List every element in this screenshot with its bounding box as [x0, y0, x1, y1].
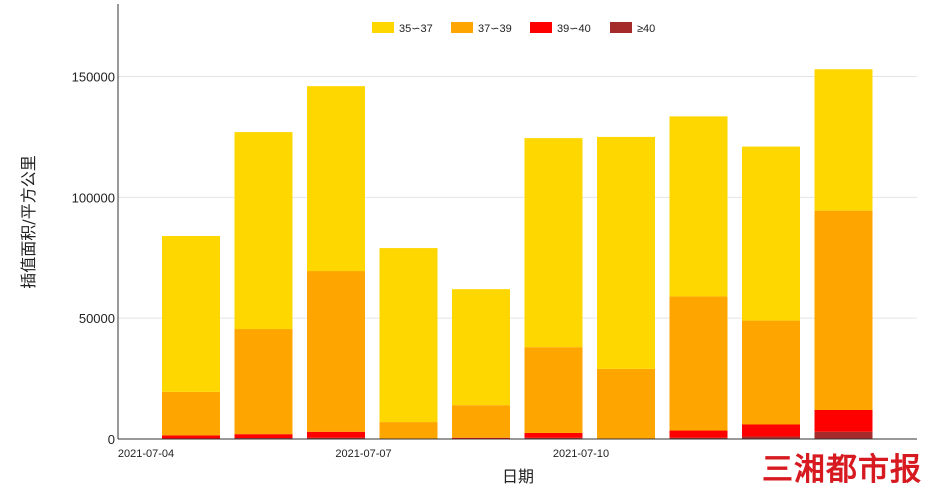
bar-2021-07-07-2 — [379, 422, 438, 439]
legend-label-3: ≥40 — [637, 23, 655, 35]
bar-2021-07-04-2 — [162, 391, 220, 436]
y-tick-label-150000: 150000 — [72, 70, 115, 85]
bar-2021-07-09-3 — [524, 138, 583, 348]
bar-2021-07-11-3 — [669, 116, 728, 297]
watermark-logo: 三湘都市报 — [762, 452, 922, 488]
y-axis-title: 插值面积/平方公里 — [19, 155, 38, 288]
bar-2021-07-11-1 — [669, 430, 728, 438]
bars — [162, 69, 873, 439]
bar-2021-07-06-0 — [307, 437, 365, 439]
x-tick-labels: 2021-07-04 2021-07-07 2021-07-10 — [118, 448, 609, 460]
bar-2021-07-08-1 — [452, 437, 510, 439]
x-tick-label-2021-07-07: 2021-07-07 — [335, 448, 391, 460]
bar-2021-07-13-1 — [814, 410, 873, 432]
legend-swatch-2 — [530, 22, 552, 33]
x-tick-label-2021-07-04: 2021-07-04 — [118, 448, 174, 460]
bar-2021-07-11-0 — [669, 437, 728, 439]
bar-2021-07-06-3 — [307, 86, 365, 272]
bar-2021-07-10-2 — [597, 368, 655, 439]
bar-2021-07-12-1 — [742, 424, 800, 437]
bar-2021-07-06-2 — [307, 271, 365, 432]
bar-2021-07-04-3 — [162, 236, 220, 392]
bar-2021-07-09-0 — [524, 437, 583, 439]
x-tick-label-2021-07-10: 2021-07-10 — [553, 448, 609, 460]
bar-2021-07-11-2 — [669, 296, 728, 431]
legend-label-2: 39∽40 — [557, 23, 591, 35]
bar-2021-07-08-2 — [452, 405, 510, 438]
bar-2021-07-12-3 — [742, 146, 800, 321]
bar-2021-07-05-2 — [234, 329, 293, 435]
bar-2021-07-08-3 — [452, 289, 510, 406]
bar-2021-07-09-2 — [524, 347, 583, 433]
y-tick-label-50000: 50000 — [79, 311, 115, 326]
bar-2021-07-07-3 — [379, 248, 438, 423]
legend-swatch-0 — [372, 22, 394, 33]
bar-2021-07-04-1 — [162, 435, 220, 439]
bar-2021-07-09-1 — [524, 432, 583, 438]
bar-2021-07-13-3 — [814, 69, 873, 211]
bar-2021-07-05-3 — [234, 132, 293, 330]
x-axis-title: 日期 — [502, 467, 534, 486]
bar-2021-07-10-3 — [597, 136, 655, 369]
bar-2021-07-12-2 — [742, 320, 800, 425]
legend: 35∽37 37∽39 39∽40 ≥40 — [372, 22, 655, 35]
legend-label-1: 37∽39 — [478, 23, 512, 35]
legend-swatch-3 — [610, 22, 632, 33]
bar-2021-07-13-2 — [814, 210, 873, 410]
bar-2021-07-06-1 — [307, 431, 365, 438]
legend-label-0: 35∽37 — [399, 23, 433, 35]
bar-2021-07-13-0 — [814, 431, 873, 439]
axes — [117, 4, 917, 440]
bar-2021-07-05-1 — [234, 434, 293, 439]
bar-2021-07-12-0 — [742, 436, 800, 439]
legend-swatch-1 — [451, 22, 473, 33]
y-tick-label-0: 0 — [108, 432, 115, 447]
y-tick-label-100000: 100000 — [72, 190, 115, 205]
y-tick-labels: 0 50000 100000 150000 — [72, 70, 115, 448]
